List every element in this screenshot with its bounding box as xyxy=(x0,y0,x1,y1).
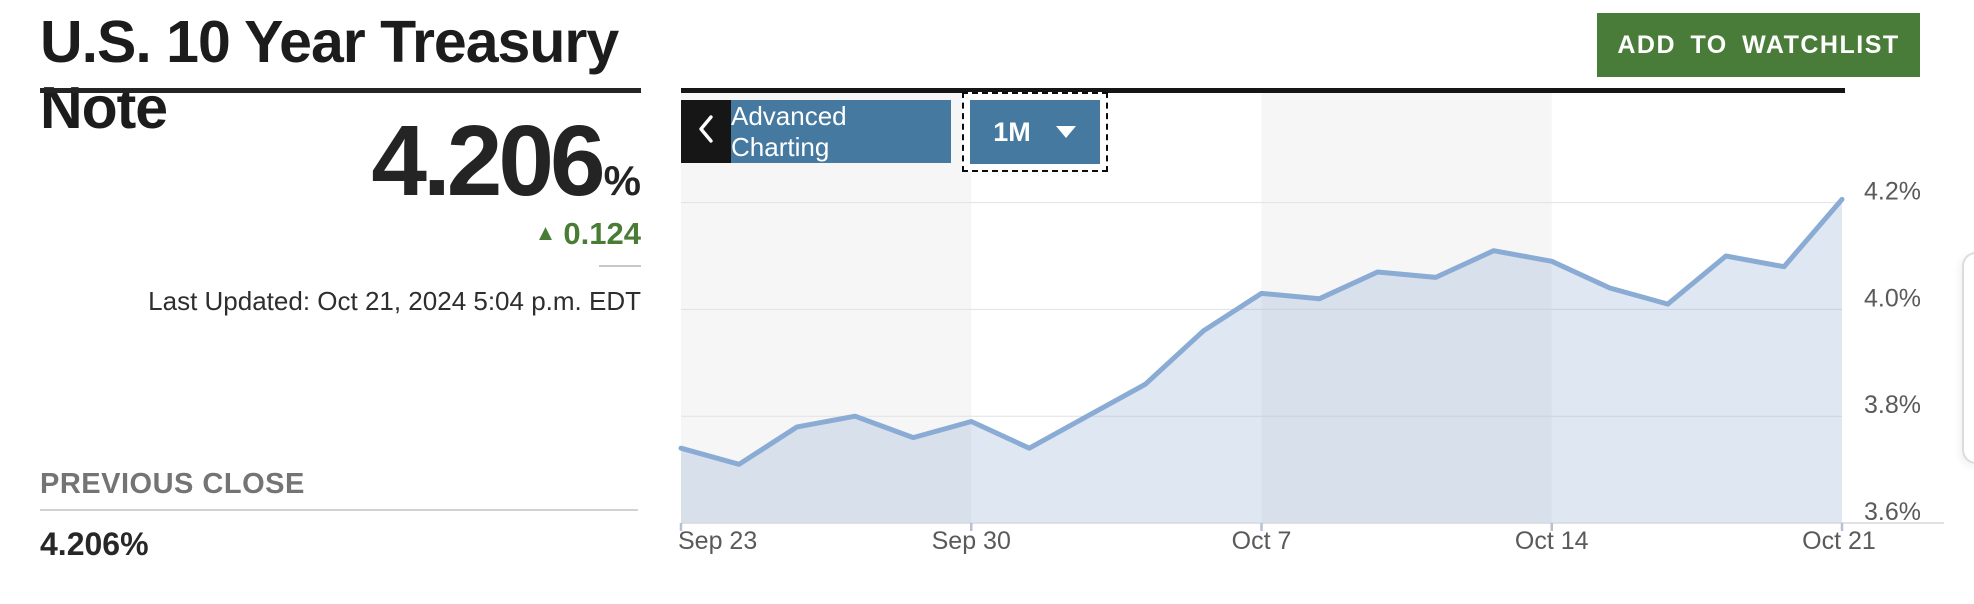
previous-close-label: PREVIOUS CLOSE xyxy=(40,468,305,500)
svg-text:3.6%: 3.6% xyxy=(1864,498,1921,526)
svg-text:Oct 21: Oct 21 xyxy=(1802,527,1876,555)
caret-down-icon xyxy=(1055,125,1077,139)
x-axis-ticks xyxy=(679,523,1844,531)
previous-close-value: 4.206% xyxy=(40,526,149,562)
last-updated: Last Updated: Oct 21, 2024 5:04 p.m. EDT xyxy=(148,286,641,316)
title-rule xyxy=(40,88,641,93)
edge-panel-tab[interactable] xyxy=(1962,252,1974,464)
range-value: 1M xyxy=(993,116,1031,147)
current-yield: 4.206% xyxy=(40,111,641,211)
page-title: U.S. 10 Year Treasury Note xyxy=(40,9,619,141)
chart-top-border xyxy=(681,88,1845,93)
gridlines xyxy=(681,202,1842,417)
range-selector-inner[interactable]: 1M xyxy=(970,100,1100,164)
add-to-watchlist-button[interactable]: ADD TO WATCHLIST xyxy=(1597,13,1920,77)
x-axis-labels: Sep 23 Sep 30 Oct 7 Oct 14 Oct 21 xyxy=(678,527,1876,555)
y-axis-labels: 4.2% 4.0% 3.8% 3.6% xyxy=(1864,178,1921,526)
yield-change: ▲ 0.124 xyxy=(40,216,641,251)
change-value: 0.124 xyxy=(563,216,641,251)
change-divider xyxy=(599,265,641,267)
previous-close-rule xyxy=(40,509,638,511)
range-selector[interactable]: 1M xyxy=(962,92,1108,172)
svg-text:4.2%: 4.2% xyxy=(1864,178,1921,206)
svg-text:Oct 14: Oct 14 xyxy=(1515,527,1589,555)
collapse-chart-button[interactable] xyxy=(681,100,731,163)
up-arrow-icon: ▲ xyxy=(534,220,557,245)
yield-unit: % xyxy=(603,157,641,204)
yield-area xyxy=(681,199,1842,523)
svg-text:3.8%: 3.8% xyxy=(1864,391,1921,419)
yield-line xyxy=(678,196,1845,467)
yield-value: 4.206 xyxy=(371,105,605,217)
svg-text:Sep 30: Sep 30 xyxy=(932,527,1011,555)
svg-text:Sep 23: Sep 23 xyxy=(678,527,757,555)
chevron-left-icon xyxy=(698,114,714,149)
svg-text:4.0%: 4.0% xyxy=(1864,284,1921,312)
advanced-charting-button[interactable]: Advanced Charting xyxy=(731,100,951,163)
svg-text:Oct 7: Oct 7 xyxy=(1232,527,1292,555)
